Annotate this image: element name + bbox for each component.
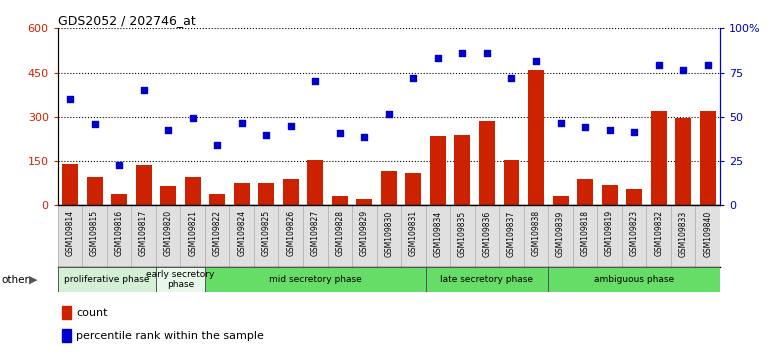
- Text: GSM109840: GSM109840: [703, 210, 712, 257]
- Text: GSM109821: GSM109821: [188, 210, 197, 256]
- Bar: [185, 177, 201, 205]
- Bar: [700, 111, 715, 205]
- Bar: [136, 166, 152, 205]
- Text: mid secretory phase: mid secretory phase: [269, 275, 362, 284]
- Text: GSM109828: GSM109828: [335, 210, 344, 256]
- Point: [628, 129, 641, 135]
- Bar: [86, 177, 102, 205]
- Bar: [528, 70, 544, 205]
- Bar: [283, 179, 299, 205]
- Bar: [426, 267, 548, 292]
- Bar: [111, 194, 127, 205]
- Bar: [601, 185, 618, 205]
- Bar: [405, 173, 421, 205]
- Text: GSM109825: GSM109825: [262, 210, 271, 256]
- Text: GSM109832: GSM109832: [654, 210, 663, 256]
- Text: GSM109837: GSM109837: [507, 210, 516, 257]
- Bar: [675, 118, 691, 205]
- Bar: [430, 136, 446, 205]
- Bar: [209, 194, 225, 205]
- Point: [383, 111, 395, 117]
- Bar: [258, 183, 274, 205]
- Bar: [205, 267, 426, 292]
- Point: [554, 120, 567, 126]
- Point: [162, 127, 174, 133]
- Text: GSM109817: GSM109817: [139, 210, 148, 256]
- Point: [285, 123, 297, 129]
- Bar: [651, 111, 667, 205]
- Bar: [454, 135, 470, 205]
- Text: GSM109819: GSM109819: [605, 210, 614, 256]
- Text: GSM109814: GSM109814: [65, 210, 75, 256]
- Point: [260, 132, 273, 137]
- Text: GSM109823: GSM109823: [630, 210, 638, 256]
- Point: [113, 163, 126, 169]
- Bar: [332, 196, 348, 205]
- Bar: [504, 160, 520, 205]
- Point: [480, 51, 493, 56]
- Point: [358, 135, 370, 140]
- Text: GSM109836: GSM109836: [483, 210, 491, 257]
- Point: [333, 130, 346, 136]
- Bar: [62, 164, 78, 205]
- Point: [432, 55, 444, 61]
- Bar: [577, 179, 593, 205]
- Text: GSM109829: GSM109829: [360, 210, 369, 256]
- Text: GSM109827: GSM109827: [311, 210, 320, 256]
- Text: early secretory
phase: early secretory phase: [146, 270, 215, 289]
- Text: late secretory phase: late secretory phase: [440, 275, 534, 284]
- Text: percentile rank within the sample: percentile rank within the sample: [76, 331, 264, 341]
- Bar: [357, 199, 373, 205]
- Bar: [479, 121, 495, 205]
- Point: [186, 115, 199, 121]
- Point: [579, 124, 591, 130]
- Text: GSM109818: GSM109818: [581, 210, 590, 256]
- Bar: [381, 171, 397, 205]
- Text: ambiguous phase: ambiguous phase: [594, 275, 675, 284]
- Bar: [626, 189, 642, 205]
- Bar: [307, 160, 323, 205]
- Point: [137, 87, 149, 93]
- Text: GSM109835: GSM109835: [458, 210, 467, 257]
- Point: [701, 62, 714, 68]
- Point: [604, 127, 616, 133]
- Text: GSM109820: GSM109820: [163, 210, 172, 256]
- Point: [505, 76, 517, 81]
- Bar: [62, 307, 71, 319]
- Bar: [156, 267, 205, 292]
- Text: GSM109838: GSM109838: [531, 210, 541, 256]
- Point: [530, 58, 542, 64]
- Text: GSM109824: GSM109824: [237, 210, 246, 256]
- Text: GSM109839: GSM109839: [556, 210, 565, 257]
- Point: [677, 67, 689, 73]
- Text: other: other: [2, 275, 29, 285]
- Text: GSM109822: GSM109822: [213, 210, 222, 256]
- Bar: [160, 186, 176, 205]
- Bar: [234, 183, 249, 205]
- Point: [64, 96, 76, 102]
- Point: [309, 79, 321, 84]
- Text: GSM109831: GSM109831: [409, 210, 418, 256]
- Text: proliferative phase: proliferative phase: [64, 275, 149, 284]
- Bar: [548, 267, 720, 292]
- Text: GSM109815: GSM109815: [90, 210, 99, 256]
- Text: GSM109834: GSM109834: [434, 210, 443, 257]
- Point: [457, 51, 469, 56]
- Bar: [58, 267, 156, 292]
- Text: GSM109816: GSM109816: [115, 210, 123, 256]
- Text: GSM109830: GSM109830: [384, 210, 393, 257]
- Bar: [553, 196, 568, 205]
- Bar: [62, 330, 71, 342]
- Point: [211, 142, 223, 148]
- Point: [236, 120, 248, 126]
- Text: ▶: ▶: [29, 275, 38, 285]
- Point: [652, 62, 665, 68]
- Text: count: count: [76, 308, 108, 318]
- Text: GDS2052 / 202746_at: GDS2052 / 202746_at: [58, 14, 196, 27]
- Text: GSM109826: GSM109826: [286, 210, 295, 256]
- Text: GSM109833: GSM109833: [678, 210, 688, 257]
- Point: [89, 121, 101, 127]
- Point: [407, 76, 420, 81]
